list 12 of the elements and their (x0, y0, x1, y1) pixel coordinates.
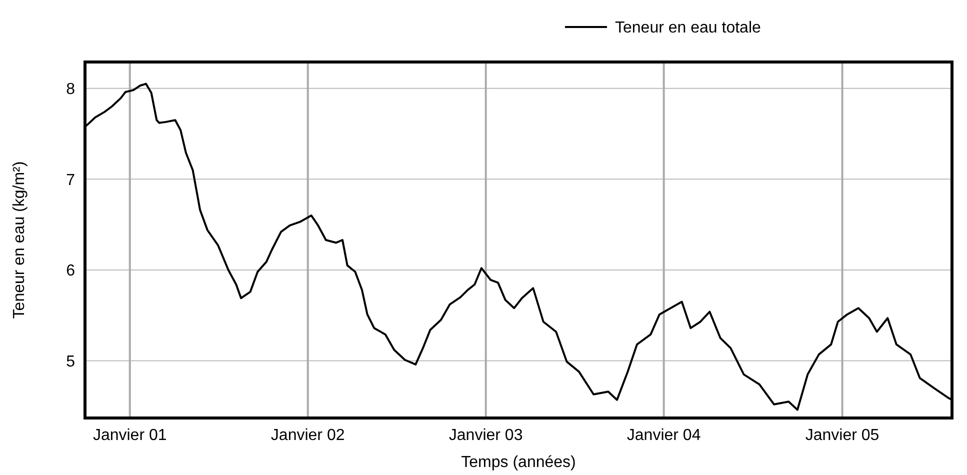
x-tick-label: Janvier 02 (270, 427, 345, 444)
y-tick-label: 6 (66, 262, 76, 280)
x-axis-title: Temps (années) (461, 454, 576, 471)
y-tick-label: 5 (66, 353, 76, 370)
y-axis-title: Teneur en eau (kg/m²) (11, 161, 28, 319)
legend-label: Teneur en eau totale (615, 20, 761, 37)
y-tick-label: 7 (66, 172, 76, 189)
x-tick-label: Janvier 01 (92, 427, 167, 444)
x-tick-label: Janvier 04 (626, 427, 701, 444)
y-tick-label: 8 (66, 80, 76, 98)
x-tick-label: Janvier 05 (805, 427, 880, 444)
x-tick-label: Janvier 03 (448, 427, 523, 444)
